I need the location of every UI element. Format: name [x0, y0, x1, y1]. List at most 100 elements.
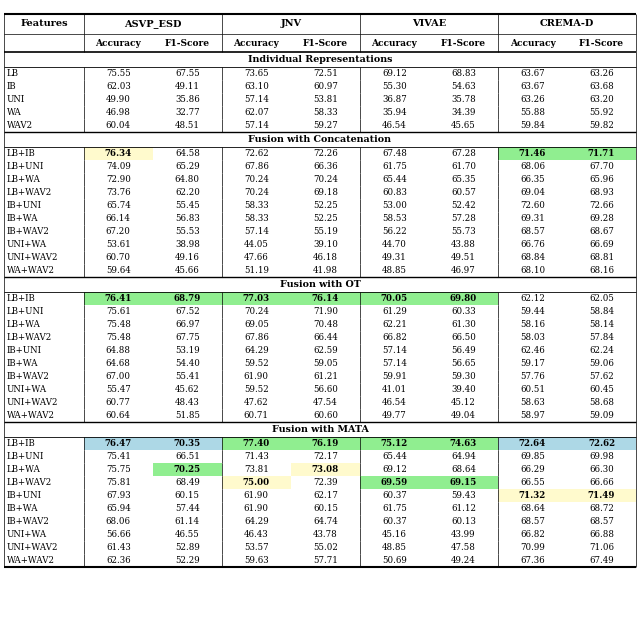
- Bar: [429, 437, 498, 450]
- Text: 46.43: 46.43: [244, 530, 269, 539]
- Text: 65.74: 65.74: [106, 201, 131, 210]
- Text: 47.54: 47.54: [313, 398, 338, 407]
- Text: 68.57: 68.57: [589, 517, 614, 526]
- Text: JNV: JNV: [280, 19, 301, 28]
- Text: 75.41: 75.41: [106, 452, 131, 461]
- Text: 64.74: 64.74: [313, 517, 338, 526]
- Text: 62.36: 62.36: [106, 556, 131, 565]
- Text: 56.49: 56.49: [451, 346, 476, 355]
- Text: 56.83: 56.83: [175, 214, 200, 223]
- Text: 61.75: 61.75: [382, 162, 407, 171]
- Text: 46.97: 46.97: [451, 266, 476, 275]
- Text: 57.62: 57.62: [589, 372, 614, 381]
- Text: 67.49: 67.49: [589, 556, 614, 565]
- Text: 53.00: 53.00: [382, 201, 407, 210]
- Text: 69.28: 69.28: [589, 214, 614, 223]
- Text: 63.67: 63.67: [520, 82, 545, 91]
- Text: 57.14: 57.14: [382, 346, 407, 355]
- Text: IB+WA: IB+WA: [7, 214, 38, 223]
- Text: 35.86: 35.86: [175, 95, 200, 104]
- Text: 75.00: 75.00: [243, 478, 270, 487]
- Text: 71.90: 71.90: [313, 307, 338, 316]
- Bar: [222, 476, 291, 489]
- Text: 66.51: 66.51: [175, 452, 200, 461]
- Bar: [4, 502, 636, 515]
- Text: 49.16: 49.16: [175, 253, 200, 262]
- Text: 75.61: 75.61: [106, 307, 131, 316]
- Text: 43.99: 43.99: [451, 530, 476, 539]
- Bar: [360, 437, 429, 450]
- Text: 66.30: 66.30: [589, 465, 614, 474]
- Text: 48.51: 48.51: [175, 121, 200, 130]
- Bar: [4, 160, 636, 173]
- Text: IB+UNI: IB+UNI: [7, 346, 42, 355]
- Bar: [4, 264, 636, 277]
- Text: LB+WAV2: LB+WAV2: [7, 478, 52, 487]
- Text: 70.05: 70.05: [381, 294, 408, 303]
- Text: Fusion with Concatenation: Fusion with Concatenation: [248, 135, 392, 144]
- Bar: [153, 292, 222, 305]
- Text: 63.26: 63.26: [589, 69, 614, 78]
- Text: 68.67: 68.67: [589, 227, 614, 236]
- Text: 57.14: 57.14: [244, 95, 269, 104]
- Text: 71.43: 71.43: [244, 452, 269, 461]
- Text: WA+WAV2: WA+WAV2: [7, 411, 55, 420]
- Text: 56.66: 56.66: [106, 530, 131, 539]
- Text: 70.99: 70.99: [520, 543, 545, 552]
- Text: 59.44: 59.44: [520, 307, 545, 316]
- Text: Accuracy: Accuracy: [509, 38, 556, 48]
- Text: 59.64: 59.64: [106, 266, 131, 275]
- Text: 69.12: 69.12: [382, 69, 407, 78]
- Text: 71.71: 71.71: [588, 149, 615, 158]
- Text: 67.86: 67.86: [244, 162, 269, 171]
- Text: 72.17: 72.17: [313, 452, 338, 461]
- Text: 73.08: 73.08: [312, 465, 339, 474]
- Text: 75.55: 75.55: [106, 69, 131, 78]
- Text: IB+WA: IB+WA: [7, 504, 38, 513]
- Text: Individual Representations: Individual Representations: [248, 55, 392, 64]
- Text: 64.68: 64.68: [106, 359, 131, 368]
- Text: 57.28: 57.28: [451, 214, 476, 223]
- Text: 67.28: 67.28: [451, 149, 476, 158]
- Text: 58.33: 58.33: [244, 201, 269, 210]
- Text: 59.06: 59.06: [589, 359, 614, 368]
- Bar: [4, 331, 636, 344]
- Text: 67.00: 67.00: [106, 372, 131, 381]
- Text: 71.32: 71.32: [519, 491, 546, 500]
- Text: 56.22: 56.22: [382, 227, 407, 236]
- Text: 60.60: 60.60: [313, 411, 338, 420]
- Text: LB+WA: LB+WA: [7, 320, 41, 329]
- Text: 76.41: 76.41: [104, 294, 132, 303]
- Text: LB+IB: LB+IB: [7, 149, 36, 158]
- Text: 39.40: 39.40: [451, 385, 476, 394]
- Text: 39.10: 39.10: [313, 240, 338, 249]
- Text: 55.53: 55.53: [175, 227, 200, 236]
- Bar: [4, 292, 636, 305]
- Text: 67.93: 67.93: [106, 491, 131, 500]
- Text: 35.78: 35.78: [451, 95, 476, 104]
- Text: 72.62: 72.62: [588, 439, 615, 448]
- Text: 43.78: 43.78: [313, 530, 338, 539]
- Text: LB+IB: LB+IB: [7, 294, 36, 303]
- Text: 60.77: 60.77: [106, 398, 131, 407]
- Text: 70.25: 70.25: [174, 465, 201, 474]
- Text: 59.09: 59.09: [589, 411, 614, 420]
- Text: 67.75: 67.75: [175, 333, 200, 342]
- Text: 63.10: 63.10: [244, 82, 269, 91]
- Text: 60.64: 60.64: [106, 411, 131, 420]
- Text: 55.88: 55.88: [520, 108, 545, 117]
- Text: 66.66: 66.66: [589, 478, 614, 487]
- Text: 76.34: 76.34: [105, 149, 132, 158]
- Text: 57.76: 57.76: [520, 372, 545, 381]
- Text: 69.31: 69.31: [520, 214, 545, 223]
- Text: 59.17: 59.17: [520, 359, 545, 368]
- Text: 66.88: 66.88: [589, 530, 614, 539]
- Text: 61.21: 61.21: [313, 372, 338, 381]
- Text: VIVAE: VIVAE: [412, 19, 446, 28]
- Text: 59.05: 59.05: [313, 359, 338, 368]
- Text: 61.30: 61.30: [451, 320, 476, 329]
- Text: 71.46: 71.46: [519, 149, 546, 158]
- Text: WA: WA: [7, 108, 22, 117]
- Text: 72.62: 72.62: [244, 149, 269, 158]
- Text: 75.48: 75.48: [106, 320, 131, 329]
